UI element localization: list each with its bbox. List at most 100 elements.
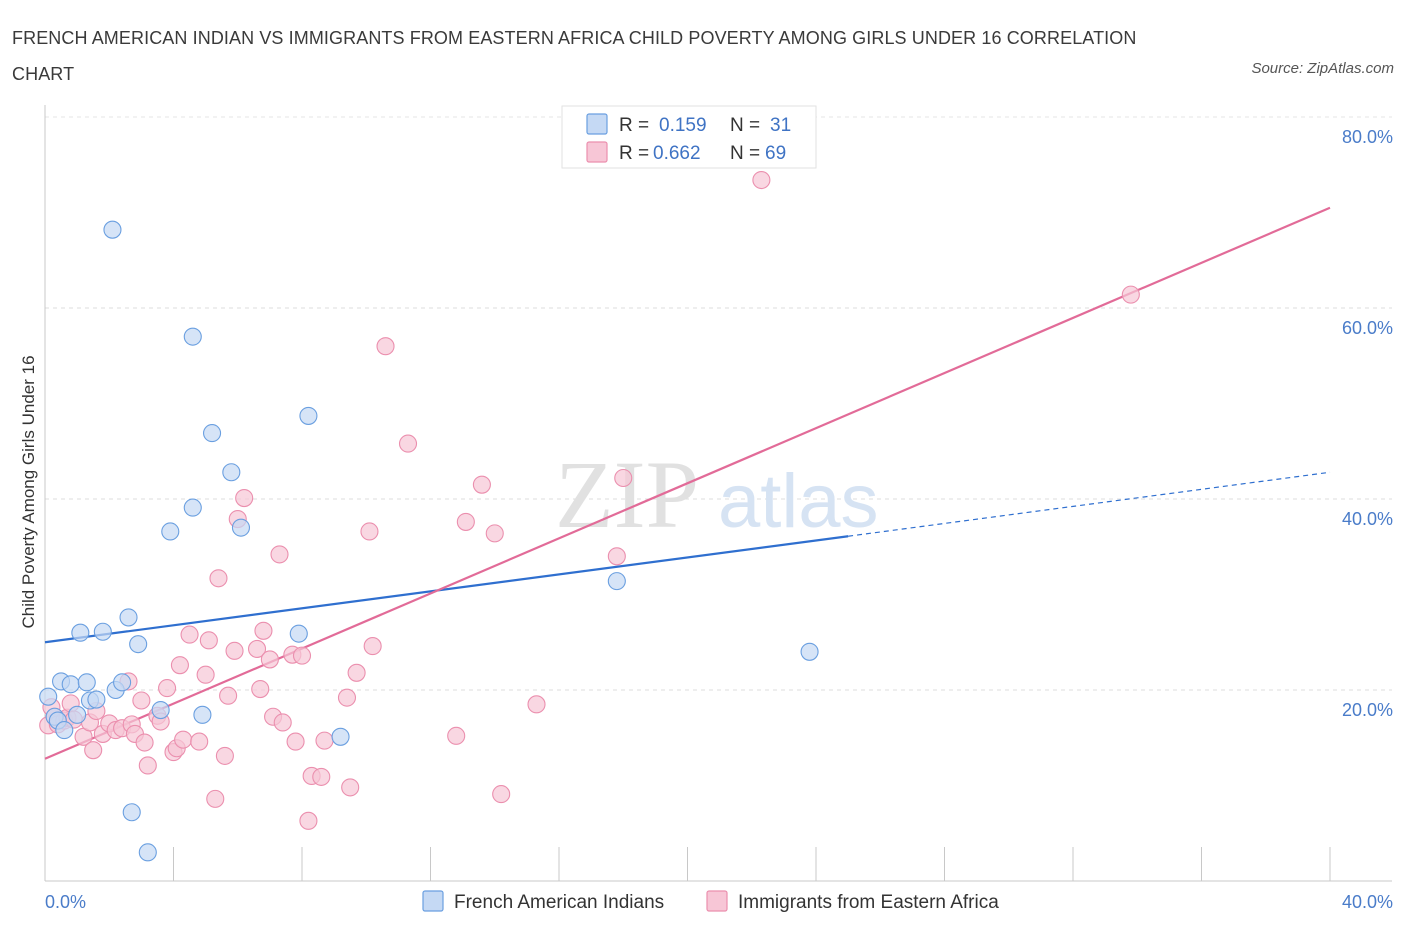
point-french-10 xyxy=(87,690,106,709)
point-eastern-africa-37 xyxy=(225,641,244,660)
point-eastern-africa-64 xyxy=(485,524,504,543)
point-eastern-africa-61 xyxy=(447,726,466,745)
point-eastern-africa-32 xyxy=(199,631,218,650)
point-french-12 xyxy=(103,220,122,239)
legend-n-label-2: N = xyxy=(730,143,760,164)
point-eastern-africa-45 xyxy=(270,545,289,564)
point-french-22 xyxy=(183,498,202,517)
data-points xyxy=(39,170,1140,862)
point-french-27 xyxy=(289,624,308,643)
y-tick-label-1: 40.0% xyxy=(1342,509,1393,529)
trend-line-extension-0 xyxy=(848,471,1331,537)
point-eastern-africa-62 xyxy=(456,512,475,531)
point-eastern-africa-27 xyxy=(170,656,189,675)
point-eastern-africa-39 xyxy=(235,488,254,508)
point-eastern-africa-56 xyxy=(347,663,366,682)
point-eastern-africa-65 xyxy=(492,785,511,804)
point-eastern-africa-21 xyxy=(138,756,157,775)
trend-line-1 xyxy=(44,206,1331,760)
point-eastern-africa-52 xyxy=(312,767,331,786)
point-french-25 xyxy=(222,463,241,482)
bottom-legend-eastern-africa: Immigrants from Eastern Africa xyxy=(738,892,999,913)
point-eastern-africa-55 xyxy=(341,778,360,797)
point-eastern-africa-50 xyxy=(299,811,318,830)
point-french-24 xyxy=(203,424,222,443)
point-french-19 xyxy=(151,701,170,720)
point-eastern-africa-40 xyxy=(247,639,267,658)
bottom-legend-swatch-eastern-africa xyxy=(706,890,728,912)
point-eastern-africa-31 xyxy=(196,665,215,684)
point-french-21 xyxy=(183,327,202,346)
legend-r-value-1: 0.159 xyxy=(659,115,707,136)
point-french-0 xyxy=(39,687,58,706)
bottom-legend-french: French American Indians xyxy=(454,892,664,913)
y-axis-label: Child Poverty Among Girls Under 16 xyxy=(19,355,38,628)
point-eastern-africa-66 xyxy=(527,695,546,714)
point-eastern-africa-67 xyxy=(607,547,626,566)
point-french-7 xyxy=(71,623,90,642)
point-eastern-africa-58 xyxy=(363,637,382,656)
point-eastern-africa-70 xyxy=(1121,285,1140,304)
point-eastern-africa-36 xyxy=(219,686,238,705)
x-tick-label-0: 0.0% xyxy=(45,892,86,912)
legend-r-label-1: R = xyxy=(619,115,649,136)
point-eastern-africa-19 xyxy=(132,691,151,710)
point-french-16 xyxy=(122,803,141,822)
point-french-15 xyxy=(119,608,138,627)
point-french-23 xyxy=(193,705,212,724)
point-french-29 xyxy=(331,727,350,746)
axes xyxy=(44,105,1392,882)
point-eastern-africa-53 xyxy=(315,731,334,750)
legend-n-value-2: 69 xyxy=(765,143,786,164)
point-french-8 xyxy=(77,673,96,692)
point-french-30 xyxy=(607,572,626,591)
point-eastern-africa-59 xyxy=(376,337,395,356)
point-eastern-africa-34 xyxy=(209,569,228,588)
watermark: ZIP atlas xyxy=(555,441,879,548)
point-eastern-africa-24 xyxy=(158,679,177,698)
point-french-6 xyxy=(68,705,87,724)
point-french-17 xyxy=(129,635,148,654)
point-eastern-africa-30 xyxy=(190,732,209,751)
legend-r-label-2: R = xyxy=(619,143,649,164)
legend-n-value-1: 31 xyxy=(770,115,791,136)
point-eastern-africa-10 xyxy=(84,741,103,760)
point-eastern-africa-49 xyxy=(292,646,312,665)
point-eastern-africa-57 xyxy=(360,522,379,541)
trend-line-0 xyxy=(44,535,849,644)
top-legend: R = 0.159 N = 31 R = 0.662 N = 69 xyxy=(561,105,817,169)
point-eastern-africa-41 xyxy=(251,679,270,699)
point-eastern-africa-28 xyxy=(174,730,193,749)
legend-swatch-eastern-africa xyxy=(586,141,608,163)
point-eastern-africa-54 xyxy=(337,688,357,707)
x-tick-label-1: 40.0% xyxy=(1342,892,1393,912)
point-french-11 xyxy=(93,622,112,641)
legend-swatch-french xyxy=(586,113,608,135)
point-eastern-africa-69 xyxy=(752,170,771,190)
point-eastern-africa-42 xyxy=(254,621,273,640)
x-tick-labels: 0.0% 40.0% xyxy=(45,892,1393,912)
y-tick-label-2: 60.0% xyxy=(1342,318,1393,338)
grid-lines xyxy=(45,116,1392,691)
point-eastern-africa-20 xyxy=(135,733,154,752)
point-eastern-africa-63 xyxy=(472,475,491,494)
y-tick-label-3: 80.0% xyxy=(1342,127,1393,147)
chart-title: FRENCH AMERICAN INDIAN VS IMMIGRANTS FRO… xyxy=(12,28,1137,84)
point-eastern-africa-29 xyxy=(180,625,199,644)
legend-n-label-1: N = xyxy=(730,115,760,136)
watermark-atlas: atlas xyxy=(718,459,879,544)
y-tick-label-0: 20.0% xyxy=(1342,700,1393,720)
legend-r-value-2: 0.662 xyxy=(653,143,701,164)
point-eastern-africa-43 xyxy=(260,650,279,669)
bottom-legend-swatch-french xyxy=(422,890,444,912)
trend-lines xyxy=(44,206,1331,760)
point-eastern-africa-35 xyxy=(215,746,234,765)
point-french-4 xyxy=(55,721,74,740)
point-eastern-africa-33 xyxy=(206,789,225,808)
point-eastern-africa-46 xyxy=(273,713,292,732)
point-french-28 xyxy=(299,406,318,425)
point-french-26 xyxy=(231,518,251,537)
point-french-20 xyxy=(161,522,180,541)
bottom-legend: French American Indians Immigrants from … xyxy=(422,890,999,913)
